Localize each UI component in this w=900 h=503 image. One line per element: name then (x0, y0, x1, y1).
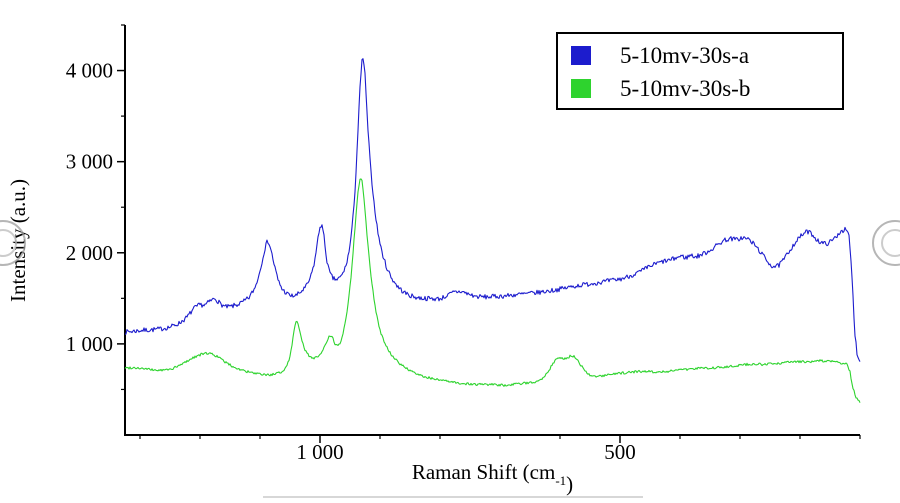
y-tick-label: 3 000 (66, 150, 113, 174)
watermark-underline (263, 496, 643, 498)
legend-label-b: 5-10mv-30s-b (620, 75, 751, 101)
x-axis-label: Raman Shift (cm -1) (125, 460, 860, 496)
legend-swatch-b-icon (571, 78, 591, 98)
x-axis-label-exponent: -1 (555, 473, 567, 488)
legend-label-a: 5-10mv-30s-a (620, 42, 750, 68)
legend-swatch-a-icon (571, 45, 591, 65)
series-5-10mv-30s-a (124, 58, 861, 362)
series-5-10mv-30s-b (124, 178, 861, 403)
legend: 5-10mv-30s-a 5-10mv-30s-b (556, 32, 844, 110)
y-tick-label: 1 000 (66, 332, 113, 356)
x-tick-label: 500 (604, 440, 636, 464)
x-axis-label-text: Raman Shift (cm (411, 460, 556, 484)
y-tick-label: 2 000 (66, 241, 113, 265)
y-tick-label: 4 000 (66, 59, 113, 83)
x-axis-label-exponent-group: -1) (555, 472, 573, 497)
legend-entry-a: 5-10mv-30s-a (571, 42, 842, 68)
legend-entry-b: 5-10mv-30s-b (571, 75, 842, 101)
x-axis-label-close-paren: ) (566, 472, 574, 496)
x-tick-label: 1 000 (296, 440, 343, 464)
